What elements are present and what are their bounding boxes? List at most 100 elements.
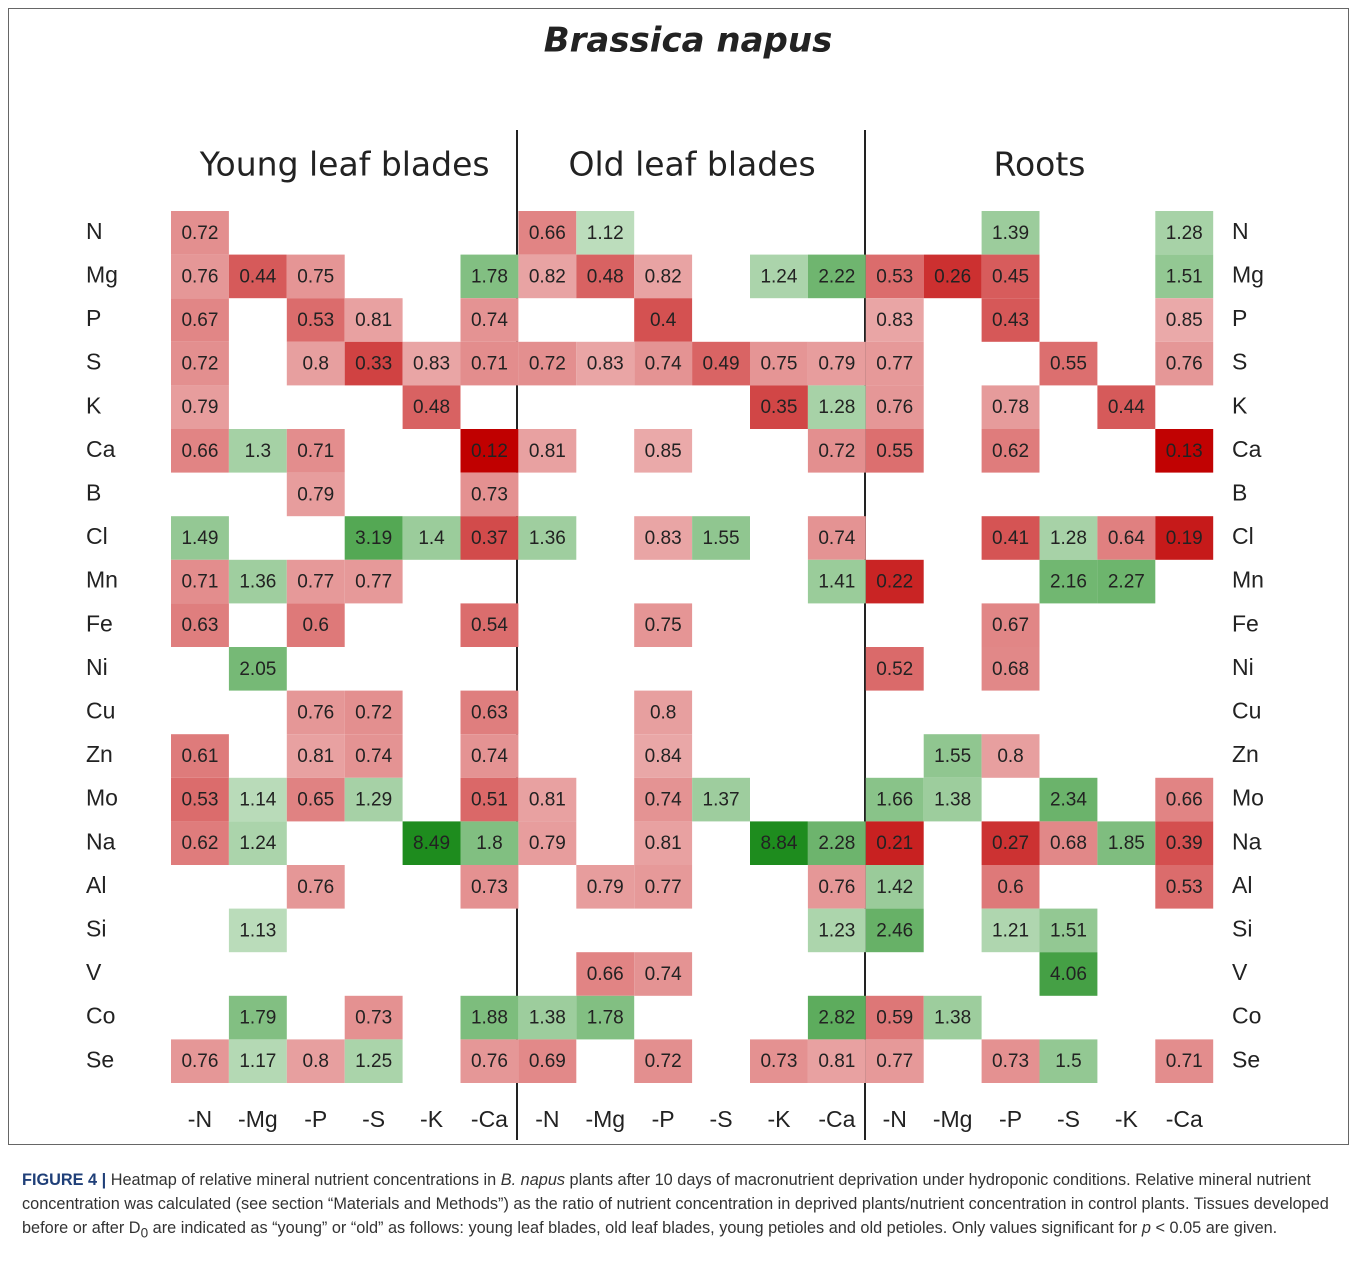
cell-label: 2.16 <box>1050 572 1087 593</box>
caption-text: B. napus <box>500 1171 566 1189</box>
heatmap-cell <box>1155 821 1214 865</box>
cell-label: 0.59 <box>876 1008 913 1029</box>
row-label: Cl <box>1232 523 1254 549</box>
cell-label: 0.45 <box>992 266 1029 287</box>
row-label: V <box>86 959 102 985</box>
row-label: Mg <box>1232 261 1264 287</box>
heatmap-cell <box>171 734 229 778</box>
caption-text: 0 <box>140 1225 149 1241</box>
column-label: -S <box>1057 1106 1080 1132</box>
cell-label: 0.54 <box>471 615 508 636</box>
column-label: -Mg <box>933 1106 973 1132</box>
cell-label: 0.44 <box>1108 397 1145 418</box>
cell-label: 0.71 <box>297 441 334 462</box>
heatmap-cell <box>228 559 287 604</box>
cell-label: 0.77 <box>297 572 334 593</box>
cell-label: 8.49 <box>413 833 450 854</box>
cell-label: 0.53 <box>297 310 334 331</box>
heatmap-cell <box>865 865 924 909</box>
cell-label: 0.65 <box>297 790 334 811</box>
column-label: -S <box>362 1106 385 1132</box>
heatmap-cell <box>171 603 229 647</box>
column-label: -N <box>883 1106 907 1132</box>
cell-label: 0.66 <box>1166 790 1203 811</box>
heatmap-cell <box>865 559 924 604</box>
cell-label: 1.24 <box>239 833 276 854</box>
heatmap-cell <box>807 341 866 386</box>
cell-label: 0.76 <box>471 1051 508 1072</box>
heatmap-cell <box>807 559 866 604</box>
heatmap-cell <box>402 341 461 386</box>
heatmap-cell <box>402 821 461 865</box>
heatmap-cell <box>518 516 577 560</box>
heatmap-cell <box>460 821 519 865</box>
heatmap-cell <box>1097 559 1156 604</box>
cell-label: 1.29 <box>355 790 392 811</box>
heatmap-cell <box>460 865 519 909</box>
heatmap-cell <box>981 1039 1040 1083</box>
row-label: Cu <box>86 697 115 723</box>
heatmap-cell <box>1155 341 1214 386</box>
cell-label: 0.13 <box>1166 441 1203 462</box>
heatmap-cell <box>1039 559 1098 604</box>
column-label: -K <box>420 1106 444 1132</box>
cell-label: 0.81 <box>645 833 682 854</box>
heatmap-cell <box>634 952 693 996</box>
row-label: Se <box>1232 1046 1260 1072</box>
heatmap-cell <box>981 821 1040 865</box>
cell-label: 1.8 <box>476 833 502 854</box>
heatmap-cell <box>634 298 693 342</box>
cell-label: 0.37 <box>471 528 508 549</box>
heatmap-cell <box>576 254 635 299</box>
heatmap-cell <box>692 341 750 386</box>
cell-label: 0.81 <box>355 310 392 331</box>
row-label: P <box>86 305 101 331</box>
cell-label: 0.39 <box>1166 833 1203 854</box>
heatmap-cell <box>344 777 403 822</box>
heatmap-cell <box>865 821 924 865</box>
heatmap-cell <box>1039 341 1098 386</box>
cell-label: 0.77 <box>876 354 913 375</box>
heatmap-cell <box>750 254 808 299</box>
heatmap-cell <box>865 647 924 691</box>
heatmap-cell <box>1097 516 1156 560</box>
cell-label: 0.77 <box>355 572 392 593</box>
cell-label: 0.77 <box>645 877 682 898</box>
cell-label: 2.27 <box>1108 572 1145 593</box>
cell-label: 2.22 <box>818 266 855 287</box>
heatmap-cell <box>981 385 1040 429</box>
cell-label: 0.73 <box>992 1051 1029 1072</box>
heatmap-cell <box>576 952 635 996</box>
row-label: Si <box>1232 915 1252 941</box>
heatmap-cell <box>344 690 403 735</box>
heatmap-cell <box>1039 1039 1098 1083</box>
heatmap-cell <box>460 516 519 560</box>
heatmap-cell <box>923 734 982 778</box>
cell-label: 0.53 <box>181 790 218 811</box>
cell-label: 0.66 <box>181 441 218 462</box>
heatmap-cell <box>171 341 229 386</box>
cell-label: 0.53 <box>1166 877 1203 898</box>
row-label: Zn <box>1232 741 1259 767</box>
heatmap-cell <box>286 777 345 822</box>
cell-label: 0.53 <box>876 266 913 287</box>
heatmap-cell <box>1155 254 1214 299</box>
heatmap-cell <box>228 1039 287 1083</box>
heatmap-cell <box>171 211 229 255</box>
cell-label: 1.17 <box>239 1051 276 1072</box>
cell-label: 0.81 <box>529 790 566 811</box>
heatmap-cell <box>171 254 229 299</box>
column-label: -P <box>304 1106 327 1132</box>
heatmap-cell <box>923 777 982 822</box>
row-label: Cu <box>1232 697 1261 723</box>
cell-label: 0.8 <box>303 354 329 375</box>
cell-label: 0.41 <box>992 528 1029 549</box>
cell-label: 3.19 <box>355 528 392 549</box>
cell-label: 0.83 <box>587 354 624 375</box>
heatmap-cell <box>576 211 635 255</box>
caption-text: are indicated as “young” or “old” as fol… <box>148 1219 1142 1237</box>
cell-label: 0.74 <box>645 354 682 375</box>
cell-label: 1.55 <box>703 528 740 549</box>
panel-title: Young leaf blades <box>199 145 490 184</box>
heatmap-cell <box>1155 429 1214 473</box>
